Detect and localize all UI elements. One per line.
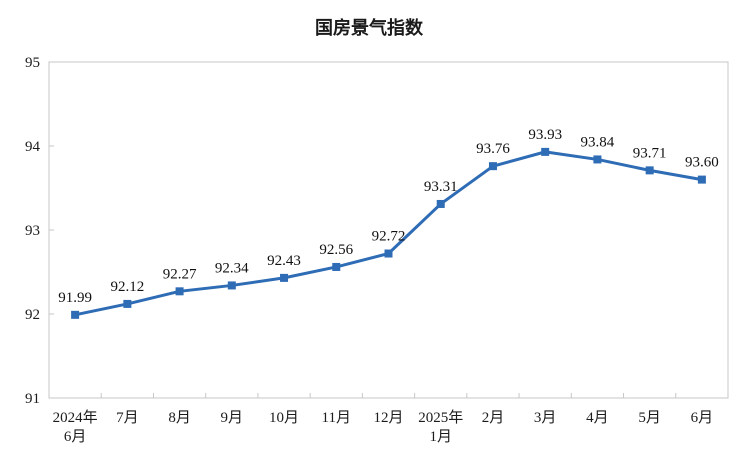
x-axis-label: 2024年 6月 [53,409,98,445]
data-point-label: 93.93 [528,127,562,143]
data-point-marker [280,273,289,282]
x-axis-label: 7月 [116,410,139,426]
y-axis-label: 93 [25,223,40,239]
data-point-marker [332,262,341,271]
x-axis-label: 6月 [691,410,714,426]
data-point-label: 93.76 [476,141,510,157]
data-point-label: 92.56 [319,242,353,258]
data-point-marker [384,249,393,258]
x-axis-label: 5月 [638,410,661,426]
y-axis-label: 92 [25,307,40,323]
x-axis-label: 4月 [586,410,609,426]
x-axis-label: 3月 [534,410,557,426]
data-point-marker [175,287,184,296]
data-point-label: 91.99 [58,290,92,306]
data-point-marker [697,175,706,184]
x-axis-label: 10月 [269,410,299,426]
data-point-label: 92.34 [215,260,249,276]
y-axis-label: 94 [25,139,41,155]
data-point-marker [488,162,497,171]
data-point-label: 92.72 [372,229,406,245]
data-point-marker [227,281,236,290]
data-point-label: 93.71 [633,145,667,161]
data-point-marker [645,166,654,175]
data-point-label: 92.43 [267,253,301,269]
x-axis-label: 2月 [482,410,505,426]
data-point-label: 93.84 [581,134,615,150]
data-point-label: 93.60 [685,155,719,171]
plot-area: 91 92 93 94 95 2024年 6月 7月 8月 9月 10月 11月 12月 2025年 1月 2… [25,55,729,445]
x-axis-label: 11月 [322,410,351,426]
data-point-marker [436,199,445,208]
data-point-marker [593,155,602,164]
data-point-label: 93.31 [424,179,458,195]
data-point-marker [71,310,80,319]
y-axis-label: 95 [25,55,40,71]
x-axis-label: 2025年 1月 [418,409,463,445]
x-axis-label: 9月 [221,410,244,426]
data-point-marker [541,147,550,156]
data-point-label: 92.12 [110,279,144,295]
data-point-label: 92.27 [163,266,197,282]
x-axis-label: 8月 [168,410,191,426]
data-point-marker [123,299,132,308]
y-axis-label: 91 [25,391,40,407]
chart-title: 国房景气指数 [315,17,424,38]
x-axis-label: 12月 [373,410,403,426]
